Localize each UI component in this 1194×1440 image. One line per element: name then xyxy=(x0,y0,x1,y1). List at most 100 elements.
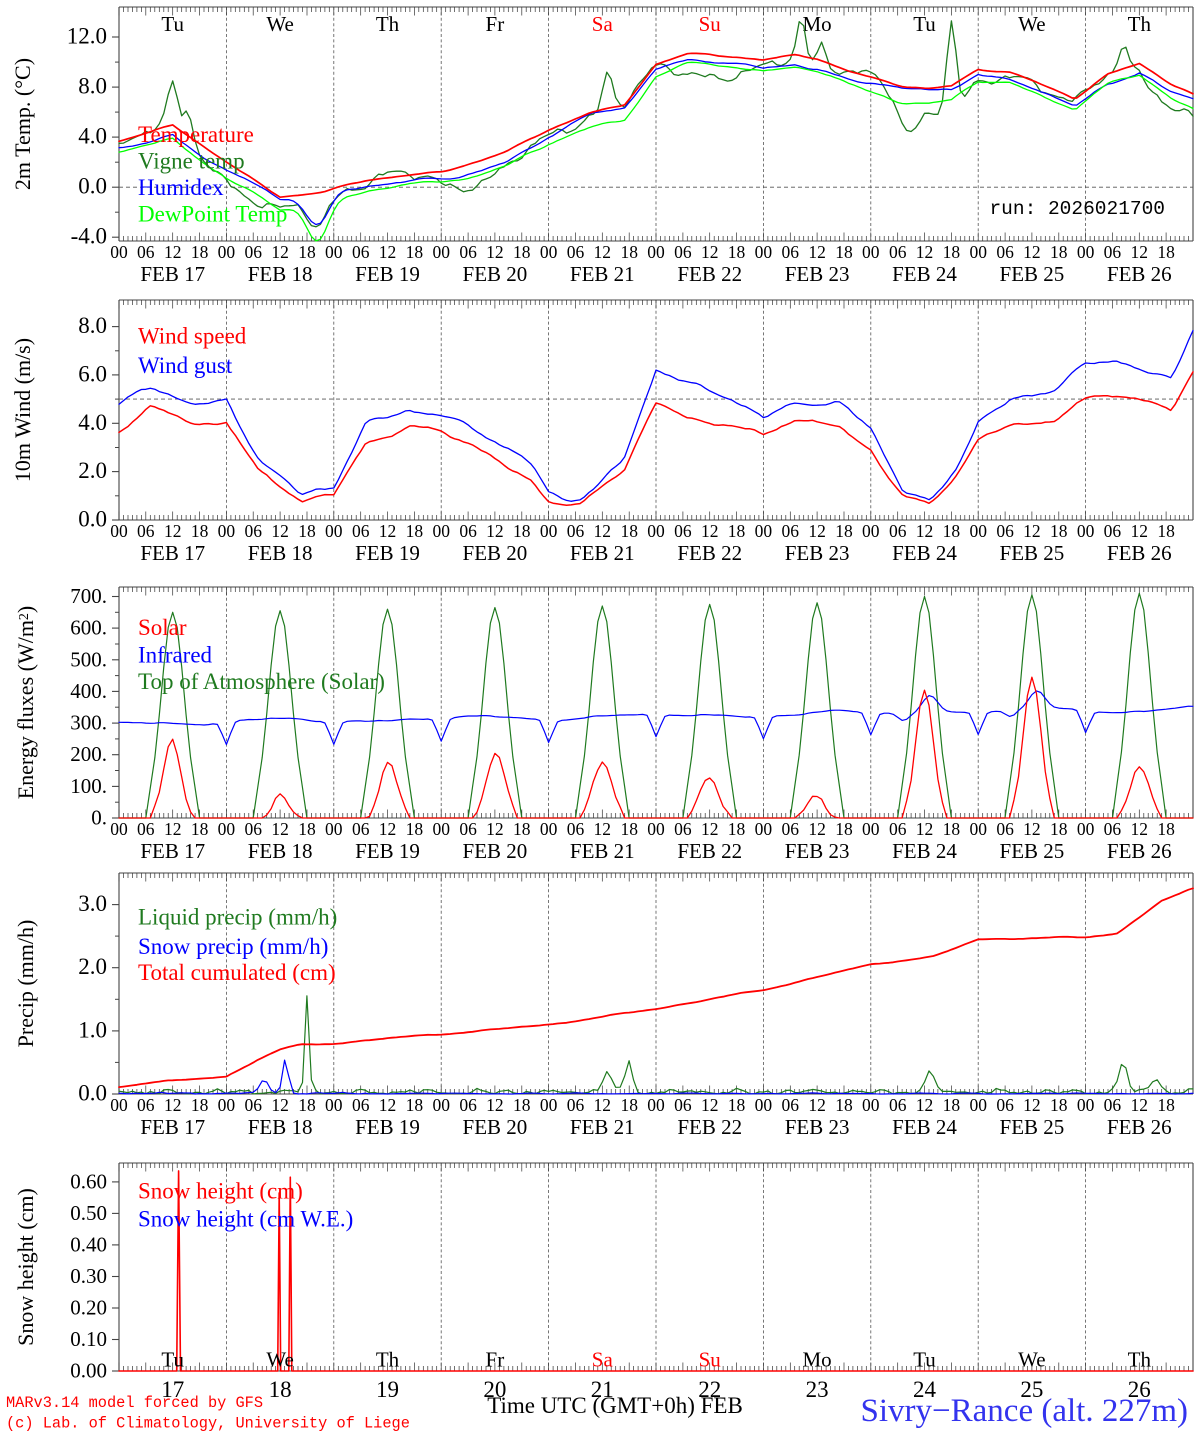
svg-text:00: 00 xyxy=(432,1095,450,1115)
svg-text:4.0: 4.0 xyxy=(78,410,107,435)
svg-text:We: We xyxy=(266,12,293,36)
svg-text:0.0: 0.0 xyxy=(78,174,107,199)
svg-text:18: 18 xyxy=(728,242,746,262)
svg-text:12: 12 xyxy=(164,819,182,839)
svg-text:00: 00 xyxy=(218,1095,236,1115)
svg-text:FEB 20: FEB 20 xyxy=(463,262,528,286)
svg-text:00: 00 xyxy=(325,1095,343,1115)
svg-text:FEB 26: FEB 26 xyxy=(1107,541,1172,565)
svg-text:18: 18 xyxy=(191,521,209,541)
svg-text:FEB 20: FEB 20 xyxy=(463,541,528,565)
svg-text:Wind gust: Wind gust xyxy=(138,353,233,378)
svg-text:4.0: 4.0 xyxy=(78,124,107,149)
svg-text:00: 00 xyxy=(432,819,450,839)
svg-text:FEB 21: FEB 21 xyxy=(570,1115,635,1139)
svg-text:18: 18 xyxy=(298,242,316,262)
svg-text:06: 06 xyxy=(567,1095,585,1115)
svg-text:0.30: 0.30 xyxy=(70,1264,107,1288)
svg-text:FEB 20: FEB 20 xyxy=(463,839,528,863)
svg-text:06: 06 xyxy=(674,242,692,262)
svg-text:18: 18 xyxy=(728,819,746,839)
svg-text:FEB 21: FEB 21 xyxy=(570,541,635,565)
svg-text:00: 00 xyxy=(540,521,558,541)
svg-text:12: 12 xyxy=(486,1095,504,1115)
svg-text:06: 06 xyxy=(782,819,800,839)
svg-text:00: 00 xyxy=(540,242,558,262)
svg-text:00: 00 xyxy=(110,1095,128,1115)
svg-text:FEB 20: FEB 20 xyxy=(463,1115,528,1139)
svg-text:00: 00 xyxy=(540,819,558,839)
svg-text:Energy fluxes (W/m2): Energy fluxes (W/m2) xyxy=(13,606,38,800)
svg-text:12: 12 xyxy=(271,521,289,541)
svg-text:12: 12 xyxy=(164,1095,182,1115)
svg-text:00: 00 xyxy=(969,521,987,541)
svg-text:06: 06 xyxy=(782,242,800,262)
svg-text:1.0: 1.0 xyxy=(78,1017,107,1042)
svg-text:18: 18 xyxy=(513,242,531,262)
svg-text:FEB 19: FEB 19 xyxy=(355,541,420,565)
svg-text:06: 06 xyxy=(1104,1095,1122,1115)
svg-text:18: 18 xyxy=(943,242,961,262)
svg-text:DewPoint Temp: DewPoint Temp xyxy=(138,202,287,227)
svg-text:12: 12 xyxy=(594,1095,612,1115)
svg-text:FEB 19: FEB 19 xyxy=(355,1115,420,1139)
svg-text:18: 18 xyxy=(269,1377,292,1402)
svg-text:MARv3.14 model forced by GFS: MARv3.14 model forced by GFS xyxy=(6,1394,263,1412)
svg-text:Th: Th xyxy=(376,1348,400,1372)
svg-text:00: 00 xyxy=(647,1095,665,1115)
svg-text:06: 06 xyxy=(137,819,155,839)
svg-text:Top of Atmosphere (Solar): Top of Atmosphere (Solar) xyxy=(138,669,385,694)
svg-text:06: 06 xyxy=(244,819,262,839)
svg-text:0.0: 0.0 xyxy=(78,1081,107,1106)
svg-text:Sa: Sa xyxy=(592,1348,614,1372)
svg-text:We: We xyxy=(266,1348,293,1372)
svg-text:FEB 22: FEB 22 xyxy=(677,262,742,286)
svg-text:Fr: Fr xyxy=(486,1348,505,1372)
svg-text:12: 12 xyxy=(808,819,826,839)
svg-text:00: 00 xyxy=(755,819,773,839)
svg-text:12: 12 xyxy=(271,242,289,262)
svg-text:Vigne temp: Vigne temp xyxy=(138,149,245,174)
svg-text:FEB 19: FEB 19 xyxy=(355,839,420,863)
svg-text:18: 18 xyxy=(191,242,209,262)
svg-text:FEB 22: FEB 22 xyxy=(677,1115,742,1139)
svg-text:06: 06 xyxy=(889,819,907,839)
svg-text:8.0: 8.0 xyxy=(78,74,107,99)
svg-text:18: 18 xyxy=(728,521,746,541)
svg-text:12: 12 xyxy=(1023,521,1041,541)
svg-text:12.0: 12.0 xyxy=(67,24,107,49)
svg-text:00: 00 xyxy=(218,819,236,839)
svg-text:12: 12 xyxy=(486,819,504,839)
svg-text:0.50: 0.50 xyxy=(70,1201,107,1225)
svg-text:Snow height (cm): Snow height (cm) xyxy=(138,1179,303,1204)
svg-text:00: 00 xyxy=(110,521,128,541)
svg-text:00: 00 xyxy=(862,819,880,839)
svg-text:00: 00 xyxy=(862,242,880,262)
svg-text:Mo: Mo xyxy=(803,1348,832,1372)
svg-text:18: 18 xyxy=(298,1095,316,1115)
svg-text:0.: 0. xyxy=(91,806,107,830)
svg-text:(c) Lab. of Climatology, Unive: (c) Lab. of Climatology, University of L… xyxy=(6,1415,410,1433)
svg-text:600.: 600. xyxy=(70,616,107,640)
svg-text:12: 12 xyxy=(271,1095,289,1115)
svg-text:FEB 25: FEB 25 xyxy=(1000,262,1065,286)
svg-text:06: 06 xyxy=(889,521,907,541)
svg-text:FEB 24: FEB 24 xyxy=(892,839,957,863)
svg-text:0.60: 0.60 xyxy=(70,1169,107,1193)
svg-text:FEB 17: FEB 17 xyxy=(140,839,205,863)
svg-text:We: We xyxy=(1018,12,1045,36)
svg-text:18: 18 xyxy=(513,1095,531,1115)
svg-text:500.: 500. xyxy=(70,647,107,671)
svg-text:00: 00 xyxy=(755,1095,773,1115)
svg-text:FEB 26: FEB 26 xyxy=(1107,1115,1172,1139)
svg-text:12: 12 xyxy=(701,242,719,262)
svg-text:06: 06 xyxy=(459,1095,477,1115)
svg-text:18: 18 xyxy=(298,819,316,839)
svg-text:12: 12 xyxy=(916,819,934,839)
svg-text:100.: 100. xyxy=(70,774,107,798)
svg-text:06: 06 xyxy=(1104,242,1122,262)
svg-text:06: 06 xyxy=(352,521,370,541)
svg-text:12: 12 xyxy=(486,242,504,262)
svg-text:We: We xyxy=(1018,1348,1045,1372)
svg-text:00: 00 xyxy=(218,521,236,541)
